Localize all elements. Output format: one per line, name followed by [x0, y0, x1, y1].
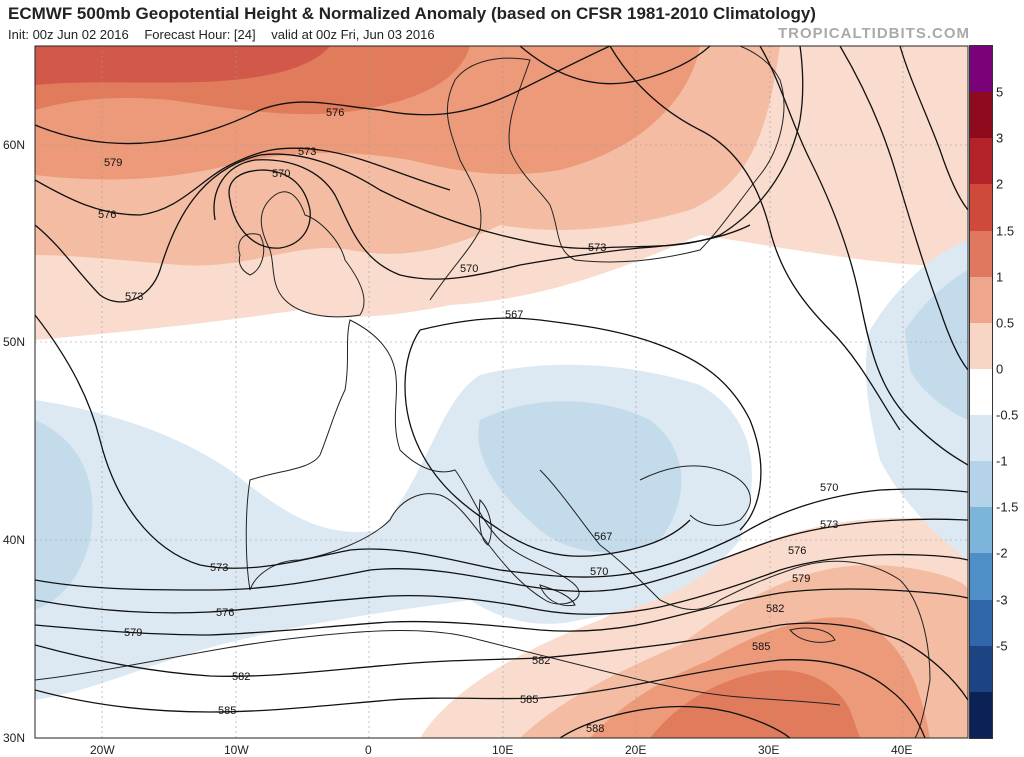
- contour-label: 582: [766, 603, 784, 615]
- colorbar-label: -1: [996, 453, 1008, 469]
- colorbar-label: 1: [996, 269, 1004, 285]
- init-time: Init: 00z Jun 02 2016: [8, 27, 129, 42]
- lon-label: 10E: [492, 743, 513, 757]
- colorbar-label: 2: [996, 176, 1004, 192]
- height-contours: [35, 46, 968, 738]
- chart-subtitle: Init: 00z Jun 02 2016 Forecast Hour: [24…: [8, 27, 447, 42]
- contour-label: 573: [820, 519, 838, 531]
- contour-label: 588: [586, 723, 604, 735]
- colorbar: [969, 45, 993, 739]
- lat-label: 60N: [3, 138, 25, 152]
- lon-label: 20W: [90, 743, 115, 757]
- colorbar-segment: [970, 691, 992, 739]
- anomaly-shade-positive: [650, 670, 860, 738]
- colorbar-segment: [970, 322, 992, 370]
- colorbar-segment: [970, 368, 992, 416]
- graticule: [35, 46, 968, 738]
- colorbar-label: -3: [996, 592, 1008, 608]
- lat-label: 50N: [3, 335, 25, 349]
- colorbar-label: 5: [996, 84, 1004, 100]
- colorbar-label: 0.5: [996, 315, 1015, 331]
- colorbar-segment: [970, 138, 992, 185]
- lon-label: 30E: [758, 743, 779, 757]
- colorbar-segment: [970, 276, 992, 324]
- colorbar-label: -2: [996, 545, 1008, 561]
- colorbar-segment: [970, 553, 992, 601]
- anomaly-shade-negative: [35, 420, 93, 610]
- lat-label: 40N: [3, 533, 25, 547]
- contour-label: 567: [505, 309, 523, 321]
- valid-time: valid at 00z Fri, Jun 03 2016: [271, 27, 435, 42]
- contour-label: 573: [210, 562, 228, 574]
- colorbar-segment: [970, 645, 992, 693]
- colorbar-segment: [970, 415, 992, 462]
- contour-label: 585: [218, 705, 236, 717]
- contour-label: 567: [594, 531, 612, 543]
- forecast-hour: Forecast Hour: [24]: [144, 27, 256, 42]
- anomaly-shade-negative: [905, 270, 968, 420]
- contour-label: 585: [520, 694, 538, 706]
- colorbar-label: 3: [996, 130, 1004, 146]
- lon-label: 0: [365, 743, 372, 757]
- chart-title: ECMWF 500mb Geopotential Height & Normal…: [8, 4, 816, 23]
- contour-label: 570: [820, 482, 838, 494]
- contour-label: 576: [788, 545, 806, 557]
- contour-label: 570: [460, 263, 478, 275]
- contour-label: 576: [326, 107, 344, 119]
- contour-label: 573: [125, 291, 143, 303]
- contour-label: 576: [98, 209, 116, 221]
- anomaly-shade-negative: [478, 401, 682, 553]
- colorbar-segment: [970, 230, 992, 278]
- colorbar-segment: [970, 599, 992, 647]
- contour-label: 579: [104, 157, 122, 169]
- contour-label: 573: [298, 146, 316, 158]
- lon-label: 10W: [224, 743, 249, 757]
- contour-label: 582: [232, 671, 250, 683]
- contour-label: 573: [588, 242, 606, 254]
- brand-watermark: TROPICALTIDBITS.COM: [777, 25, 970, 42]
- colorbar-label: -0.5: [996, 407, 1019, 423]
- contour-label: 582: [532, 655, 550, 667]
- contour-label: 579: [792, 573, 810, 585]
- colorbar-label: -1.5: [996, 499, 1019, 515]
- lon-label: 20E: [625, 743, 646, 757]
- colorbar-label: -5: [996, 638, 1008, 654]
- lat-label: 30N: [3, 731, 25, 745]
- map-frame: [34, 45, 969, 739]
- colorbar-segment: [970, 507, 992, 554]
- contour-label: 579: [124, 627, 142, 639]
- contour-label: 570: [590, 566, 608, 578]
- anomaly-shade-positive: [35, 46, 330, 85]
- colorbar-segment: [970, 46, 992, 93]
- colorbar-segment: [970, 92, 992, 139]
- colorbar-segment: [970, 461, 992, 508]
- colorbar-frame: [969, 45, 993, 739]
- contour-label: 585: [752, 641, 770, 653]
- contour-labels: 576 579 576 573 573 570 570 573 570 567 …: [98, 107, 838, 735]
- coastlines: [35, 46, 931, 738]
- colorbar-label: 1.5: [996, 223, 1015, 239]
- contour-label: 576: [216, 607, 234, 619]
- colorbar-label: 0: [996, 361, 1004, 377]
- lon-label: 40E: [891, 743, 912, 757]
- colorbar-segment: [970, 184, 992, 232]
- contour-label: 570: [272, 168, 290, 180]
